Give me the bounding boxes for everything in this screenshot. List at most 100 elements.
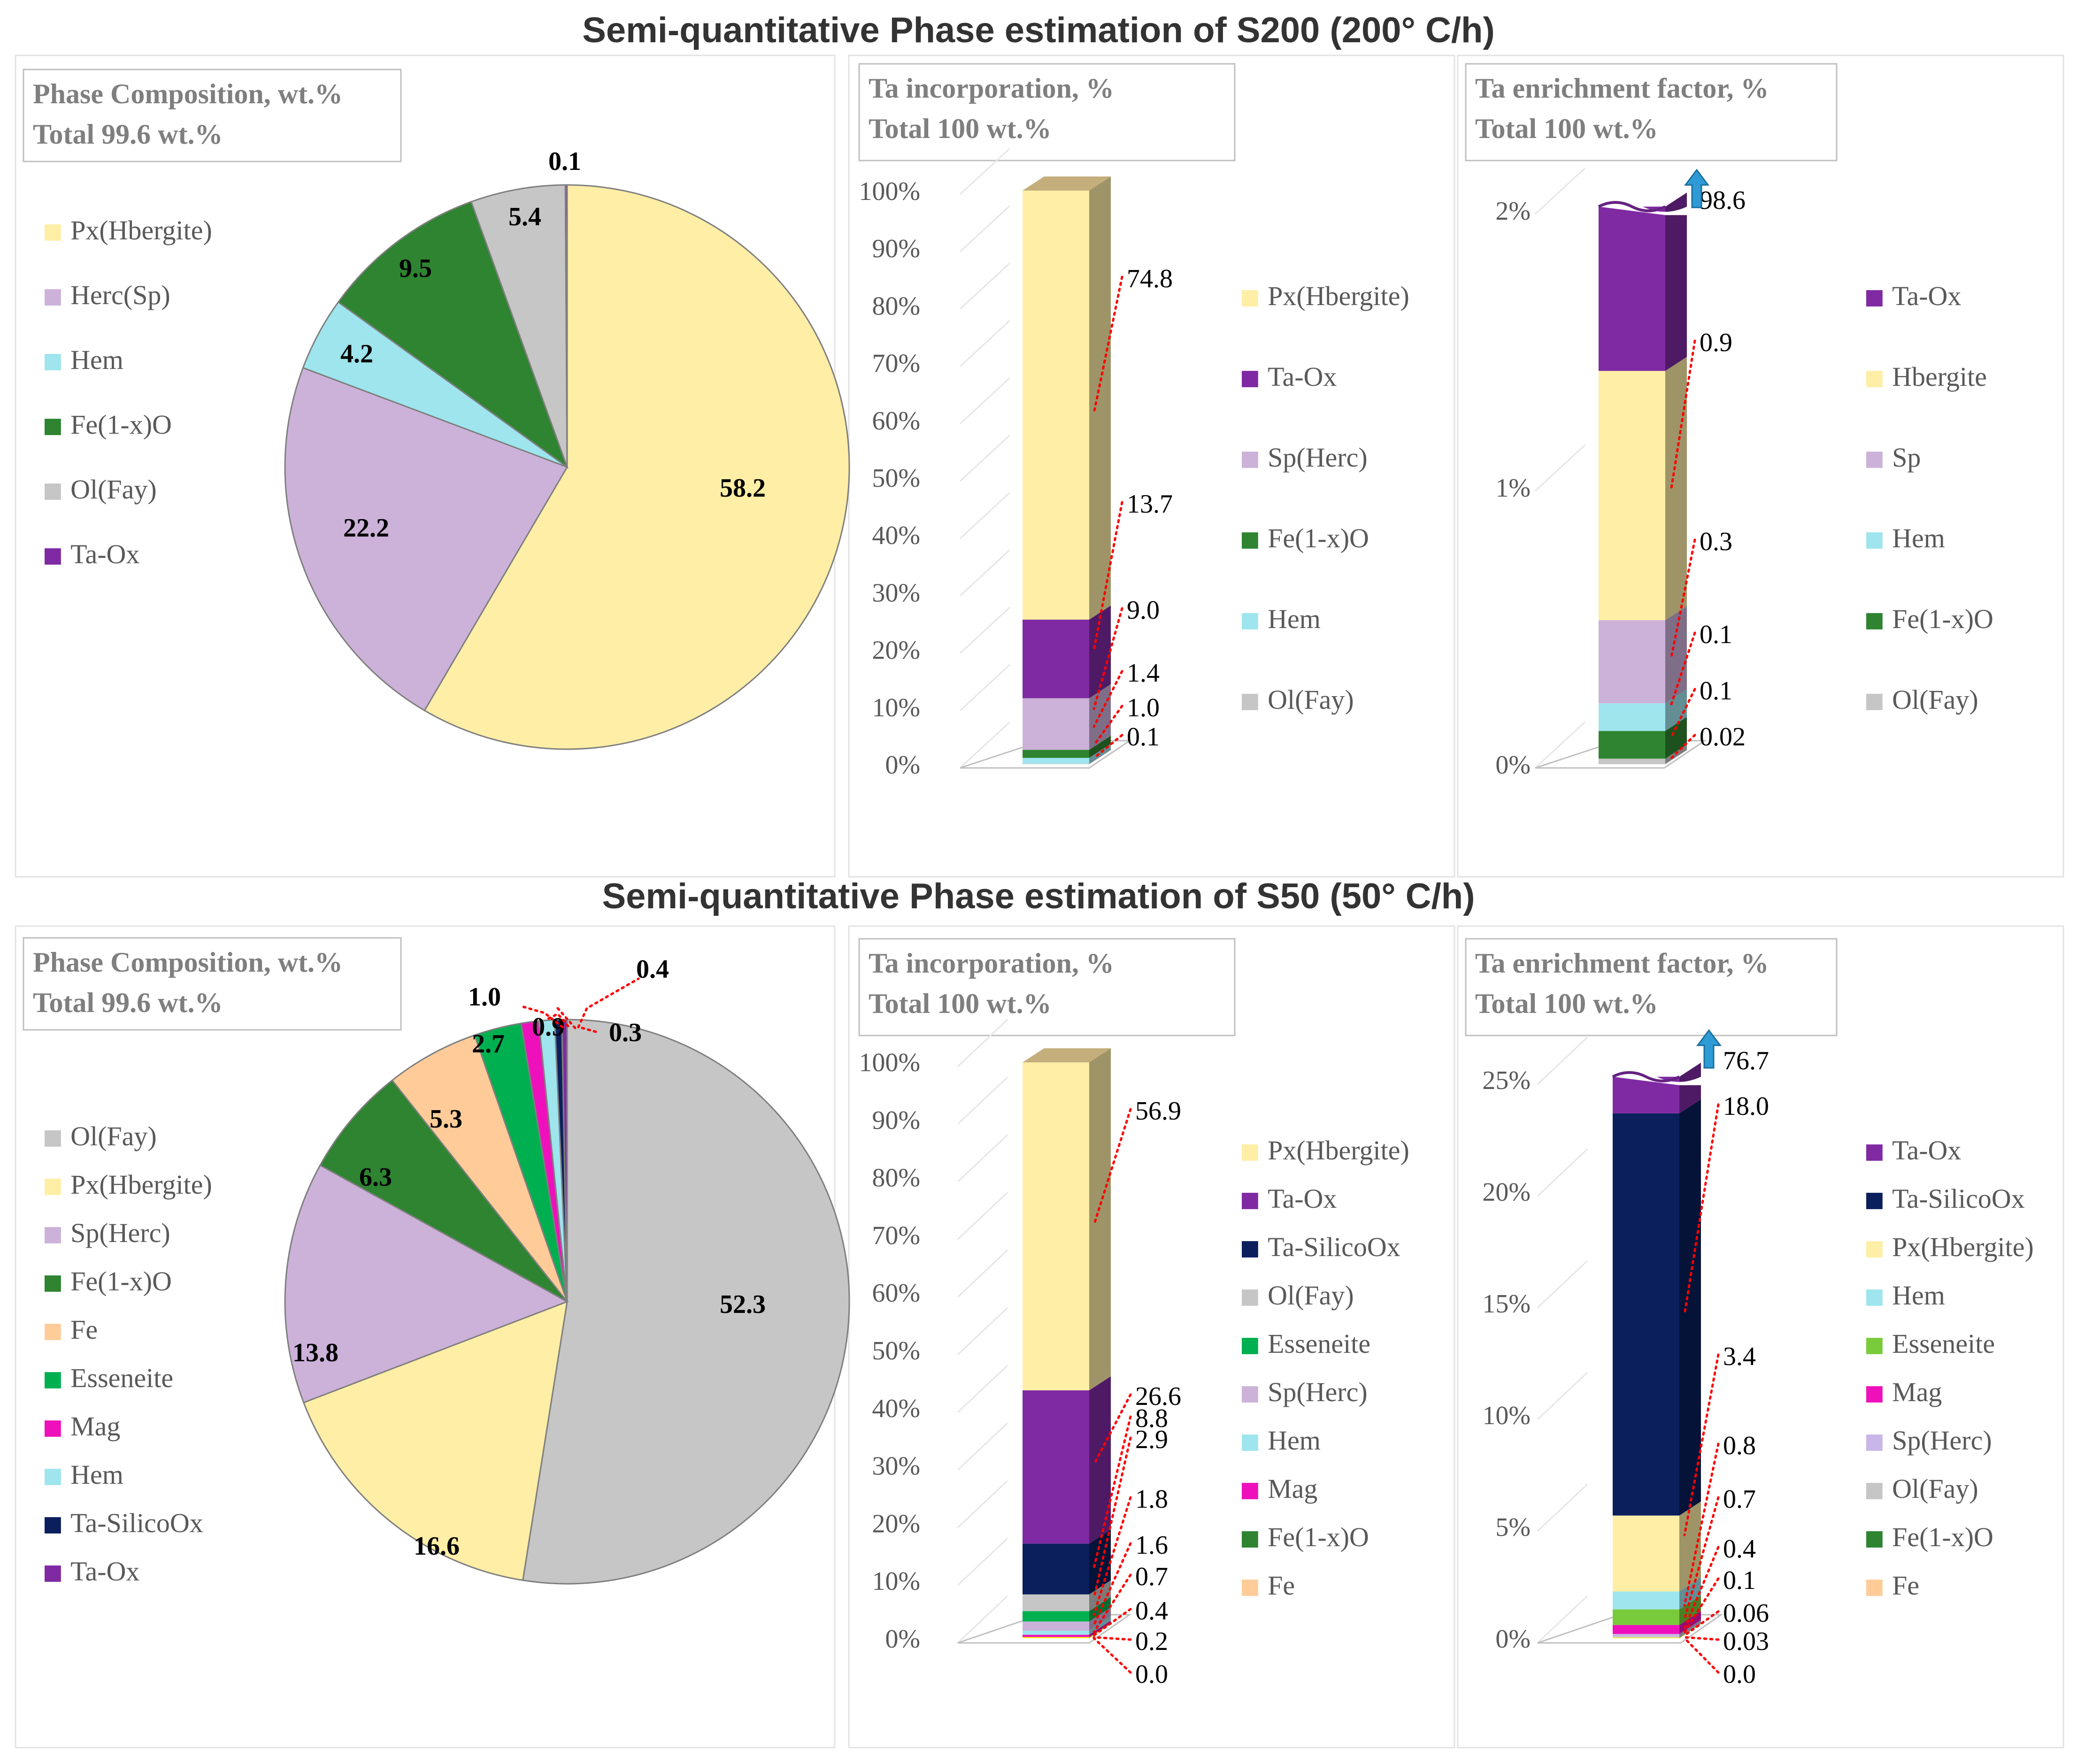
y-tick-label: 70%: [872, 1221, 920, 1250]
pie-data-label: 52.3: [720, 1290, 766, 1319]
legend-entry: Ta-Ox: [1268, 361, 1337, 392]
bar-data-label: 0.4: [1135, 1596, 1168, 1626]
bar-segment: [1613, 1609, 1679, 1625]
pie-data-label: 5.4: [508, 202, 541, 231]
bar-leader-line: [1092, 1636, 1132, 1641]
gridline: [959, 205, 1011, 253]
legend-swatch: [45, 1324, 61, 1340]
y-tick-label: 30%: [872, 1452, 920, 1481]
bar-segment-side: [1665, 717, 1687, 759]
gridline: [959, 262, 1011, 310]
legend-swatch: [45, 1227, 61, 1243]
bar-segment: [1599, 207, 1665, 371]
y-tick-label: 2%: [1495, 197, 1531, 226]
legend-entry: Sp(Herc): [70, 1218, 170, 1248]
bar-segment-side: [1665, 606, 1687, 704]
header-box-frame: [1465, 938, 1838, 1036]
bar-segment-side: [1089, 1376, 1111, 1544]
bar-leader-line: [1670, 734, 1696, 759]
legend-entry: Mag: [70, 1411, 120, 1442]
header-box-line: Ta enrichment factor, %: [1475, 73, 1769, 104]
bar-segment-side: [1089, 1607, 1111, 1631]
legend-swatch: [1242, 1386, 1258, 1403]
gridline: [957, 1422, 1008, 1471]
bar-leader-line: [1670, 538, 1696, 659]
bar-segment-side: [1679, 1501, 1701, 1592]
bar-segment: [1023, 1637, 1089, 1638]
header-box-frame: [23, 937, 402, 1031]
legend-swatch: [1242, 1531, 1258, 1548]
bar-segment: [1023, 750, 1089, 758]
pie-leader-line: [581, 1027, 600, 1034]
bar-segment: [1023, 191, 1089, 620]
stacked-bar-chart: 0% 1% 2% 0.02 0.1 0.1 0.3 0.9 98.6: [1495, 167, 1746, 780]
legend-entry: Hem: [1268, 604, 1321, 634]
legend-entry: Fe(1-x)O: [1268, 1522, 1369, 1552]
legend-swatch: [45, 1565, 61, 1582]
bar-leader-line: [1092, 1637, 1132, 1674]
gridline: [1534, 444, 1586, 492]
pie-data-label: 9.5: [399, 254, 432, 283]
bar-leader-line: [1092, 734, 1123, 759]
bar-segment-side: [1089, 736, 1111, 758]
y-tick-label: 20%: [872, 1509, 920, 1538]
bar-leader-line: [1683, 1546, 1720, 1630]
pie-data-label: 13.8: [292, 1338, 338, 1367]
gridline: [959, 147, 1011, 195]
legend-entry: Ol(Fay): [70, 1121, 157, 1151]
floor: [1537, 1614, 1723, 1644]
header-box: Ta incorporation, % Total 100 wt.%: [858, 938, 1236, 1036]
gridline: [959, 320, 1011, 367]
bar-segment-side: [1679, 1099, 1701, 1516]
y-tick-label: 40%: [872, 1394, 920, 1423]
bar-leader-line: [1683, 1496, 1720, 1621]
bar-data-label: 0.0: [1723, 1660, 1756, 1689]
bar-break-wave: [1613, 1071, 1701, 1085]
bar-segment-side: [1089, 749, 1111, 764]
bar-leader-line: [1670, 631, 1696, 706]
gridline: [957, 1538, 1008, 1586]
pie-data-label: 6.3: [359, 1163, 392, 1192]
y-tick-label: 0%: [1495, 751, 1531, 780]
legend-entry: Fe(1-x)O: [1892, 1522, 1993, 1552]
header-box-line: Total 100 wt.%: [869, 988, 1051, 1019]
pie-data-label: 0.1: [548, 147, 581, 176]
gridline: [959, 664, 1011, 711]
legend-entry: Px(Hbergite): [1268, 281, 1409, 311]
bar-segment-side: [1089, 1617, 1111, 1635]
title-s50: Semi-quantitative Phase estimation of S5…: [602, 876, 1475, 916]
legend-swatch: [45, 224, 61, 241]
y-tick-label: 60%: [872, 1279, 920, 1308]
gridline: [957, 1365, 1008, 1413]
legend-entry: Hem: [1892, 523, 1945, 553]
legend-swatch: [45, 289, 61, 306]
bar-break-wave: [1599, 201, 1687, 215]
bar-leader-line: [1092, 670, 1123, 728]
header-box: Ta incorporation, % Total 100 wt.%: [858, 63, 1236, 161]
gridline: [959, 721, 1011, 769]
y-tick-label: 90%: [872, 234, 920, 263]
legend-entry: Fe(1-x)O: [1268, 523, 1369, 553]
legend: Px(Hbergite) Ta-Ox Ta-SilicoOx Ol(Fay) Essen…: [1242, 1135, 1409, 1601]
legend-swatch: [1866, 1386, 1883, 1403]
bar-segment-side: [1665, 689, 1687, 731]
pie-slice: [564, 184, 568, 468]
legend-entry: Hbergite: [1892, 361, 1987, 392]
bar-segment-side: [1665, 357, 1687, 621]
bar-segment: [1613, 1591, 1679, 1610]
legend-swatch: [1866, 1531, 1883, 1548]
legend-swatch: [45, 354, 61, 370]
bar-leader-line: [1683, 1103, 1720, 1316]
legend-swatch: [45, 1372, 61, 1388]
bar-data-label: 0.7: [1135, 1562, 1168, 1591]
header-box-line: Total 100 wt.%: [1475, 988, 1658, 1019]
pie-data-label: 2.7: [472, 1029, 505, 1058]
pie-data-label: 0.4: [636, 955, 669, 984]
legend-swatch: [1866, 452, 1883, 468]
up-arrow-icon: [1684, 169, 1709, 208]
y-tick-label: 50%: [872, 464, 920, 493]
bar-data-label: 0.03: [1723, 1627, 1769, 1656]
stacked-bar-chart: 0%10%20%30%40%50%60%70%80%90%100%0.00.20…: [859, 1019, 1181, 1689]
legend-entry: Px(Hbergite): [70, 1169, 212, 1200]
legend-swatch: [1866, 1483, 1883, 1499]
